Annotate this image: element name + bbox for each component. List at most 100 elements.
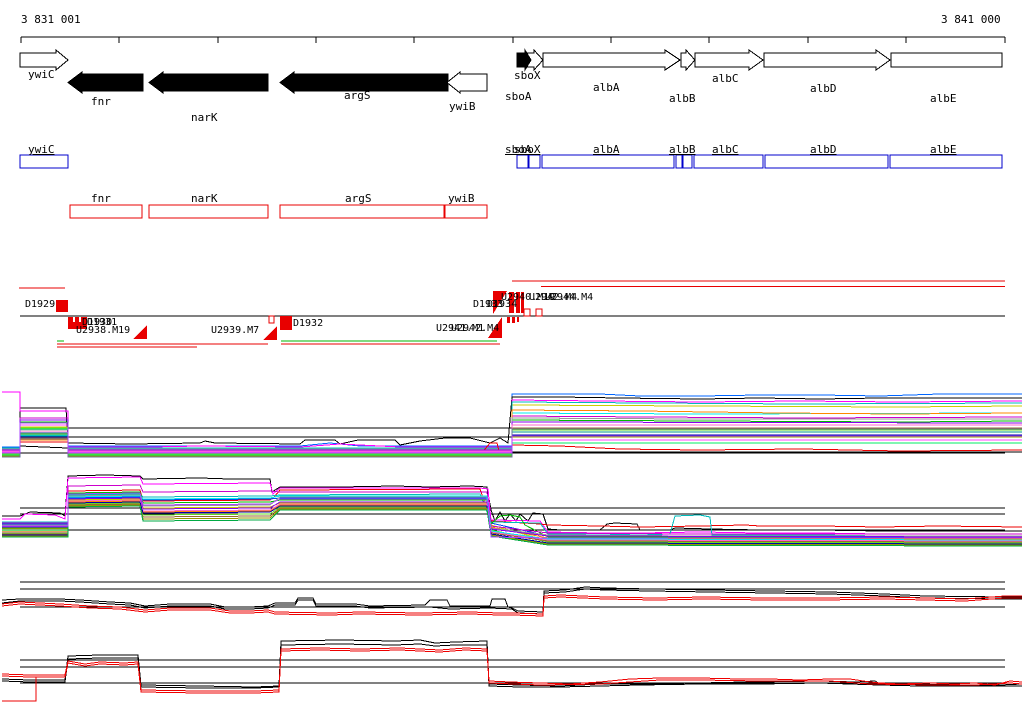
label-args: argS (345, 192, 372, 205)
blue-box-albC[interactable] (693, 154, 764, 169)
red-annotation-track (69, 204, 488, 219)
probe-box-7[interactable] (512, 317, 515, 323)
gene-arrow-ywiB[interactable] (446, 70, 488, 95)
gene-arrow-albB[interactable] (680, 48, 696, 72)
ruler (20, 36, 1006, 43)
label-u2942-m4: U2942.M4 (529, 292, 578, 303)
blue-box-albE[interactable] (889, 154, 1003, 169)
probe-box-4[interactable] (516, 292, 520, 313)
gene-arrow-ywiC[interactable] (19, 48, 69, 72)
label-alba: albA (593, 143, 620, 156)
signal-track-1 (2, 391, 1023, 458)
signal-track-4-series-2 (1, 647, 1023, 692)
label-u2944-m4: U2944.M4 (545, 292, 594, 303)
signal-track-1-series-1 (2, 396, 1022, 451)
label-d1934: D1934 (487, 299, 518, 310)
label-sboa: sboA (505, 143, 532, 156)
probe-box-8[interactable] (517, 317, 519, 322)
gene-arrow-argS[interactable] (279, 71, 449, 94)
blue-box-albD[interactable] (764, 154, 889, 169)
probe-flag-3[interactable] (493, 291, 507, 314)
blue-box-albA[interactable] (541, 154, 675, 169)
probe-box-gap-1 (79, 317, 81, 322)
probe-flag-1[interactable] (263, 326, 277, 340)
label-sbox: sboX (514, 69, 541, 82)
signal-track-2-series-3 (2, 493, 1022, 537)
label-albd: albD (810, 143, 837, 156)
red-box-argS[interactable] (279, 204, 445, 219)
label-d1933: D1933 (473, 299, 504, 310)
gene-arrow-albE[interactable] (890, 52, 1003, 68)
signal-track-3-series-3 (1, 596, 1022, 617)
probe-open-box-1[interactable] (523, 308, 531, 317)
label-u2940-m19: U2940.M19 (501, 292, 556, 303)
label-u2939-m7: U2939.M7 (211, 325, 260, 336)
gene-arrow-albA[interactable] (542, 49, 681, 71)
probe-box-0[interactable] (56, 300, 68, 312)
label-d1929: D1929 (25, 299, 56, 310)
probe-box-6[interactable] (507, 317, 510, 323)
signal-track-2-series-14 (2, 503, 1023, 543)
gene-arrow-sboX[interactable] (516, 48, 532, 72)
red-box-ywiB[interactable] (444, 204, 488, 219)
label-nark: narK (191, 111, 218, 124)
signal-track-3-series-2 (1, 594, 1022, 615)
probe-open-box-0[interactable] (268, 315, 275, 324)
signal-track-2-series-12 (2, 495, 1023, 541)
signal-track-1-series-22 (2, 422, 1022, 454)
signal-track-3 (1, 581, 1022, 617)
label-alba: albA (593, 81, 620, 94)
label-fnr: fnr (91, 192, 111, 205)
signal-track-2-series-18 (2, 492, 1022, 539)
gene-arrow-narK[interactable] (148, 71, 269, 94)
signal-track-2-series-15 (2, 501, 1023, 545)
probe-flag-0[interactable] (133, 325, 147, 339)
label-sbox: sboX (514, 143, 541, 156)
label-args: argS (344, 89, 371, 102)
blue-box-sboX[interactable] (528, 154, 541, 169)
probe-flag-2[interactable] (488, 317, 502, 338)
label-d1931: D1931 (87, 317, 118, 328)
label-albe: albE (930, 143, 957, 156)
label-ywic: ywiC (28, 143, 55, 156)
blue-box-albB2[interactable] (682, 154, 693, 169)
gene-arrow-fnr[interactable] (67, 71, 144, 94)
signal-track-4-series-1 (1, 643, 1022, 689)
blue-annotation-track (19, 154, 1003, 169)
probe-box-3[interactable] (509, 292, 514, 313)
label-u2938-m19: U2938.M19 (76, 325, 131, 336)
probe-open-box-2[interactable] (535, 308, 543, 317)
probe-box-5[interactable] (521, 292, 524, 313)
signal-track-2 (2, 474, 1023, 547)
probe-box-gap-0 (73, 317, 75, 322)
signal-track-2-series-10 (2, 497, 1023, 538)
blue-box-ywiC[interactable] (19, 154, 69, 169)
gene-arrow-albC[interactable] (694, 49, 764, 71)
blue-box-albB1[interactable] (675, 154, 683, 169)
signal-track-3-series-1 (1, 588, 1022, 615)
blue-box-sboA[interactable] (516, 154, 529, 169)
red-box-narK[interactable] (148, 204, 269, 219)
red-box-fnr[interactable] (69, 204, 143, 219)
label-fnr: fnr (91, 95, 111, 108)
label-ywib: ywiB (448, 192, 475, 205)
probe-box-1[interactable] (68, 317, 87, 329)
probe-box-2[interactable] (280, 316, 292, 330)
gene-arrow-albD[interactable] (763, 49, 891, 71)
signal-track-2-series-1 (2, 476, 1022, 535)
label-u2941-m1: U2941.M1 (436, 323, 485, 334)
signal-track-4-series-4 (2, 677, 37, 702)
signal-track-4-series-0 (1, 639, 1023, 688)
probe-track (19, 280, 1005, 348)
gene-arrow-track (19, 48, 1003, 95)
label-d1932: D1932 (293, 318, 324, 329)
label-albd: albD (810, 82, 837, 95)
label-albb: albB (669, 143, 696, 156)
label-nark: narK (191, 192, 218, 205)
label-ywic: ywiC (28, 68, 55, 81)
label-ywib: ywiB (449, 100, 476, 113)
ruler-end-coordinate: 3 841 000 (941, 13, 1001, 26)
label-albc: albC (712, 72, 739, 85)
